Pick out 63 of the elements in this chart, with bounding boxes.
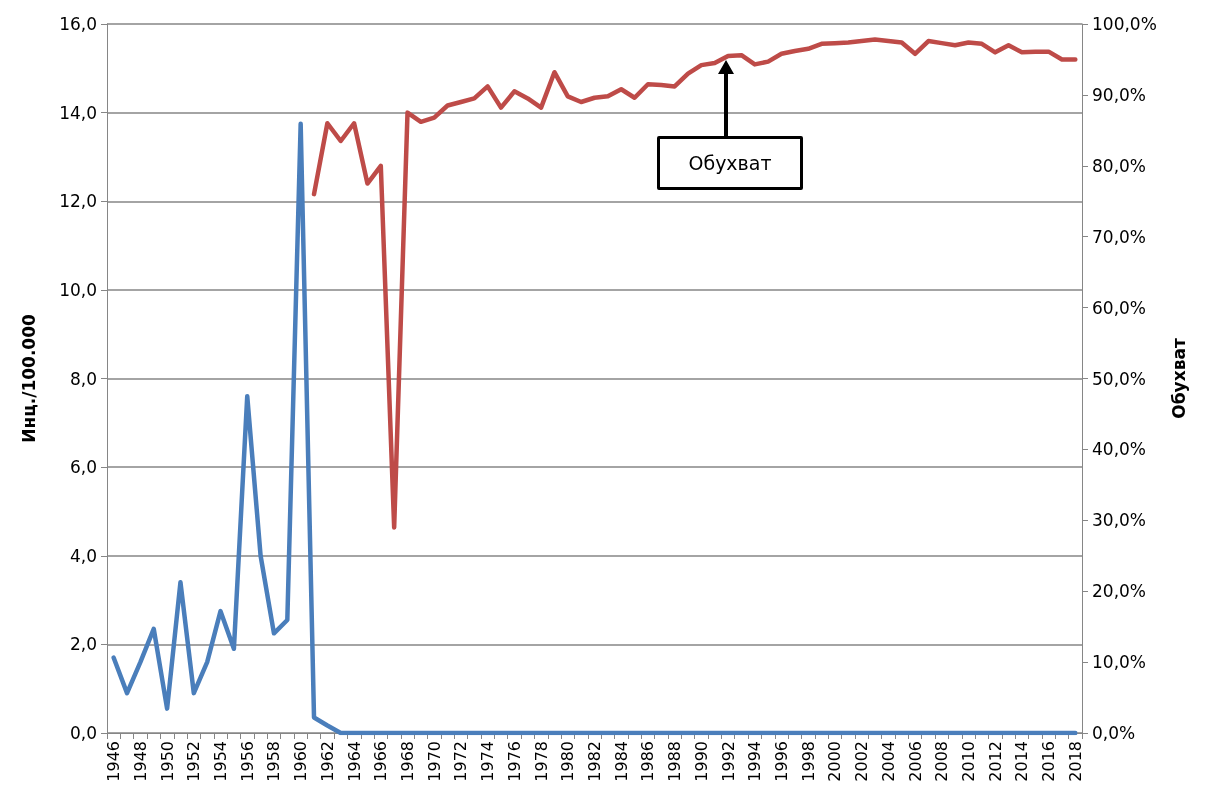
x-tick-label: 1986 [638,741,658,782]
y2-tick-label: 20,0% [1092,581,1147,602]
x-tick-label: 1982 [585,741,604,782]
x-tick-label: 1950 [157,741,177,782]
line-series [311,37,1078,530]
x-tick-label: 1998 [798,741,818,782]
x-tick-label: 1966 [371,741,391,782]
y2-tick-label: 10,0% [1092,652,1147,673]
x-tick-label: 1994 [745,741,765,782]
x-tick-label: 2000 [825,741,845,782]
x-tick-label: 1978 [531,741,551,782]
x-tick-label: 2018 [1065,741,1085,782]
y-tick-label: 6,0 [69,457,97,478]
y2-axis-title: Обухват [1168,338,1189,419]
x-tick-label: 2002 [852,741,872,782]
x-tick-label: 1962 [317,741,337,782]
y-tick-label: 8,0 [69,368,97,389]
y-tick-label: 10,0 [59,279,97,300]
x-tick-label: 1996 [771,741,791,782]
x-tick-label: 1946 [104,741,124,782]
annotation: Обухват [657,136,803,190]
y2-tick-label: 0,0% [1092,723,1136,743]
y-axis-title: Инц./100.000 [18,313,39,443]
x-tick-label: 1948 [130,741,150,782]
y2-tick-label: 50,0% [1092,368,1147,389]
y-tick-label: 4,0 [69,545,97,566]
y-tick-label: 16,0 [59,14,97,34]
x-tick-label: 1988 [665,741,685,782]
x-tick-label: 1952 [184,741,204,782]
x-tick-label: 1972 [451,741,471,782]
x-tick-label: 2008 [932,741,952,782]
callout-box: Обухват [657,60,803,190]
x-tick-label: 1956 [237,741,257,782]
y-tick-label: 0,0 [69,723,97,743]
x-tick-label: 1958 [264,741,284,782]
y-tick-label: 14,0 [59,102,97,123]
x-tick-label: 1974 [478,741,498,782]
y-tick-label: 2,0 [69,634,97,655]
x-tick-label: 1990 [691,741,711,782]
x-tick-label: 1970 [424,741,444,782]
x-tick-label: 2012 [985,741,1005,782]
x-tick-label: 1960 [291,741,311,782]
x-tick-label: 2004 [878,741,898,782]
x-tick-label: 2006 [905,741,925,782]
x-tick-label: 2010 [958,741,978,782]
x-tick-label: 1954 [211,741,231,782]
y2-tick-label: 30,0% [1092,510,1147,531]
y2-tick-label: 60,0% [1092,297,1147,318]
x-tick-label: 1976 [504,741,524,782]
y2-tick-label: 70,0% [1092,226,1147,247]
x-tick-label: 1964 [344,741,364,782]
x-tick-label: 1984 [611,741,631,782]
x-tick-label: 2014 [1012,741,1032,782]
y2-tick-label: 100,0% [1092,14,1157,34]
y2-tick-label: 40,0% [1092,439,1147,460]
y2-tick-label: 90,0% [1092,84,1147,105]
x-tick-label: 1980 [558,741,578,782]
x-tick-label: 1968 [398,741,418,782]
y-tick-label: 12,0 [59,191,97,212]
x-tick-label: 1992 [718,741,738,782]
line-series [111,121,1078,736]
y2-tick-label: 80,0% [1092,155,1147,176]
x-tick-label: 2016 [1039,741,1059,782]
